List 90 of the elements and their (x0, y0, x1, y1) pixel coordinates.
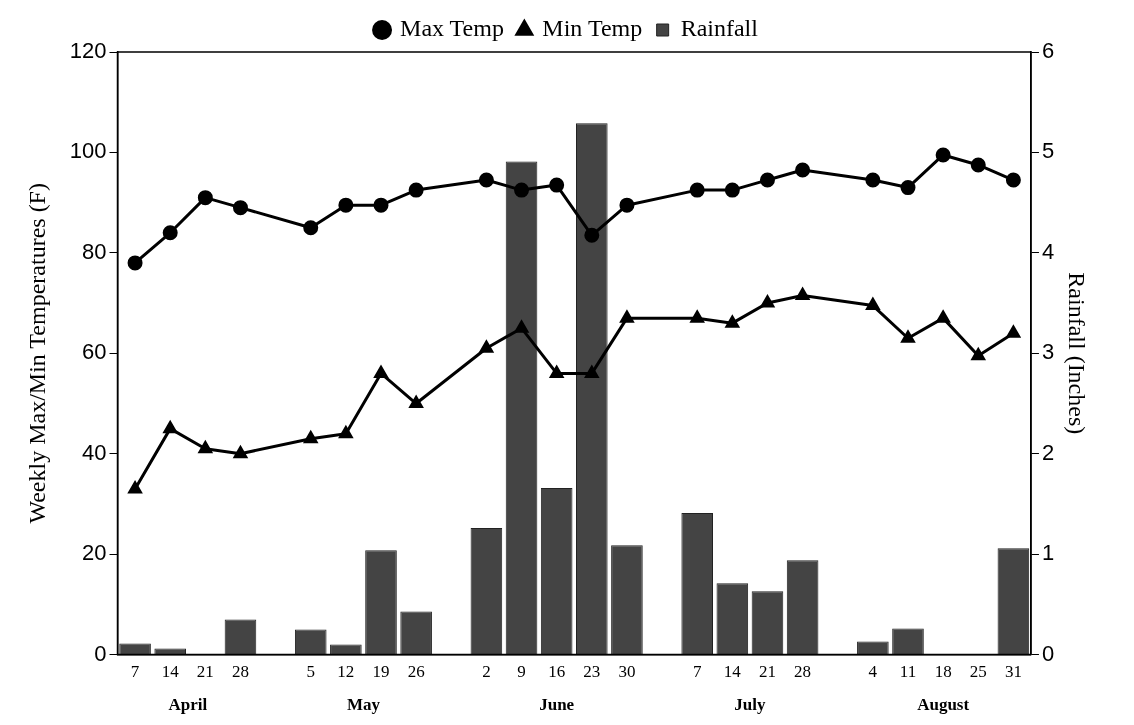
point (689, 182, 705, 198)
x-tick-label: 25 (969, 662, 987, 682)
legend-label: Min Temp (542, 15, 643, 42)
x-tick-label: 21 (758, 662, 776, 682)
y2-tick-label: 5 (1041, 138, 1055, 164)
point (585, 365, 599, 378)
y2-axis-title: Rainfall (Inches) (1064, 272, 1091, 435)
point (865, 172, 881, 188)
x-tick-label: 12 (337, 662, 355, 682)
point (374, 365, 388, 378)
point (936, 310, 950, 323)
point (197, 190, 213, 206)
point (409, 396, 423, 409)
point (759, 172, 775, 188)
point (549, 177, 565, 193)
point (162, 225, 178, 241)
point (760, 295, 775, 308)
point (304, 431, 318, 444)
y2-tick-label: 1 (1041, 540, 1055, 566)
x-tick-label: 14 (161, 662, 180, 682)
point (866, 298, 880, 311)
point (198, 441, 213, 454)
point (408, 182, 424, 198)
y-tick-label: 60 (82, 339, 107, 365)
x-tick-label: 18 (934, 662, 952, 682)
x-tick-label: 21 (196, 662, 214, 682)
point (970, 157, 986, 173)
point (233, 446, 248, 459)
point (690, 310, 704, 323)
text: July (734, 694, 766, 714)
x-tick-label: 5 (306, 662, 315, 682)
x-tick-label: 11 (899, 662, 917, 682)
x-tick-label: 31 (1004, 662, 1022, 682)
x-tick-label: 14 (723, 662, 742, 682)
y-tick-label: 40 (82, 439, 107, 465)
point (479, 340, 494, 353)
point (128, 481, 142, 494)
y2-tick-label: 2 (1041, 439, 1055, 465)
point (478, 172, 494, 188)
x-tick-label: 4 (868, 662, 878, 682)
x-tick-label: 9 (517, 662, 526, 682)
y-tick-label: 80 (82, 238, 107, 264)
point (935, 147, 951, 163)
point (514, 320, 529, 333)
x-tick-label: 28 (231, 662, 249, 682)
x-tick-label: 7 (692, 662, 702, 682)
x-tick-label: 28 (794, 662, 812, 682)
point (795, 162, 811, 178)
point (339, 426, 353, 439)
x-tick-label: 7 (130, 662, 140, 682)
y2-tick-label: 6 (1041, 38, 1055, 64)
point (127, 255, 143, 271)
text: May (346, 694, 381, 714)
legend-label: Max Temp (400, 15, 504, 42)
point (163, 421, 177, 434)
y-axis-title: Weekly Max/Min Temperatures (F) (23, 183, 50, 524)
legend-label: Rainfall (680, 15, 759, 42)
text: June (539, 694, 575, 714)
x-tick-label: 16 (548, 662, 566, 682)
x-tick-label: 2 (482, 662, 491, 682)
point (971, 348, 985, 361)
point (303, 220, 319, 236)
point (373, 197, 389, 213)
y2-tick-label: 4 (1041, 238, 1055, 264)
point (338, 197, 354, 213)
y-tick-label: 100 (69, 138, 107, 164)
point (725, 315, 740, 328)
point (900, 180, 916, 196)
x-tick-label: 30 (618, 662, 636, 682)
text: April (168, 694, 208, 714)
point (620, 310, 634, 323)
point (724, 182, 740, 198)
point (795, 288, 810, 301)
point (232, 200, 248, 216)
y-tick-label: 120 (69, 38, 107, 64)
point (514, 182, 530, 198)
point (1006, 325, 1021, 338)
point (549, 365, 564, 378)
text: August (917, 694, 970, 714)
x-tick-label: 26 (407, 662, 425, 682)
point (584, 227, 600, 243)
point (901, 330, 915, 343)
point (1005, 172, 1021, 188)
y-tick-label: 20 (82, 540, 107, 566)
y-tick-label: 0 (94, 640, 107, 666)
point (619, 197, 635, 213)
y2-tick-label: 0 (1041, 640, 1055, 666)
y2-tick-label: 3 (1041, 339, 1055, 365)
x-tick-label: 23 (583, 662, 601, 682)
x-tick-label: 19 (372, 662, 390, 682)
